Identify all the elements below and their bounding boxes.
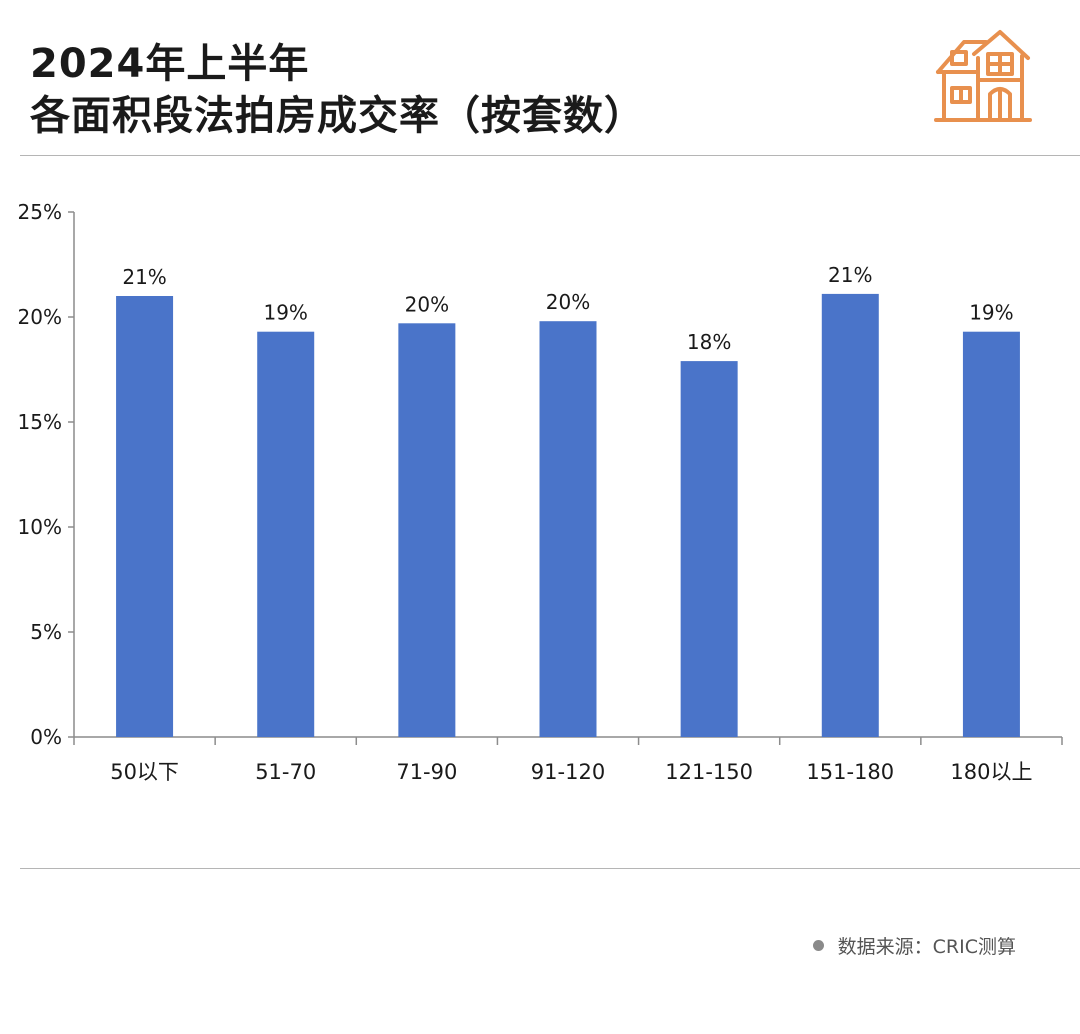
x-tick-label: 91-120 [531,760,605,784]
data-label: 20% [546,290,590,314]
page-title-line1: 2024年上半年 [30,41,310,87]
y-tick-label: 25% [18,200,62,224]
bar [539,321,597,737]
bar [680,361,738,737]
bar [257,331,315,737]
source-text: 数据来源：CRIC测算 [837,936,1016,958]
data-label: 18% [687,330,731,354]
x-tick-label: 121-150 [665,760,753,784]
bar [116,296,174,737]
y-tick-label: 0% [30,725,62,749]
y-tick-label: 15% [18,410,62,434]
y-tick-label: 5% [30,620,62,644]
y-tick-label: 20% [18,305,62,329]
bullet-dot-icon [812,940,824,951]
x-tick-label: 71-90 [396,760,457,784]
divider-top [20,155,1080,156]
data-label: 21% [828,263,872,287]
y-tick-label: 10% [18,515,62,539]
bar [821,293,879,737]
page-title-line2: 各面积段法拍房成交率（按套数） [30,93,645,139]
bar-chart: 0% 5% 10% 15% 20% 25% 21% 50以下 19% 51-70 20% 71-90 2… [18,200,1063,784]
bar [962,331,1020,737]
data-label: 19% [969,301,1013,325]
bar [398,323,456,737]
x-tick-label: 180以上 [950,760,1032,784]
house-icon [934,30,1032,122]
data-label: 21% [122,265,166,289]
source-note: 数据来源：CRIC测算 [812,932,1016,959]
x-tick-label: 151-180 [806,760,894,784]
data-label: 20% [405,292,449,316]
divider-bottom [20,868,1080,869]
title-block: 2024年上半年 各面积段法拍房成交率（按套数） [30,38,645,142]
x-tick-label: 50以下 [110,760,179,784]
x-tick-label: 51-70 [255,760,316,784]
data-label: 19% [263,301,307,325]
